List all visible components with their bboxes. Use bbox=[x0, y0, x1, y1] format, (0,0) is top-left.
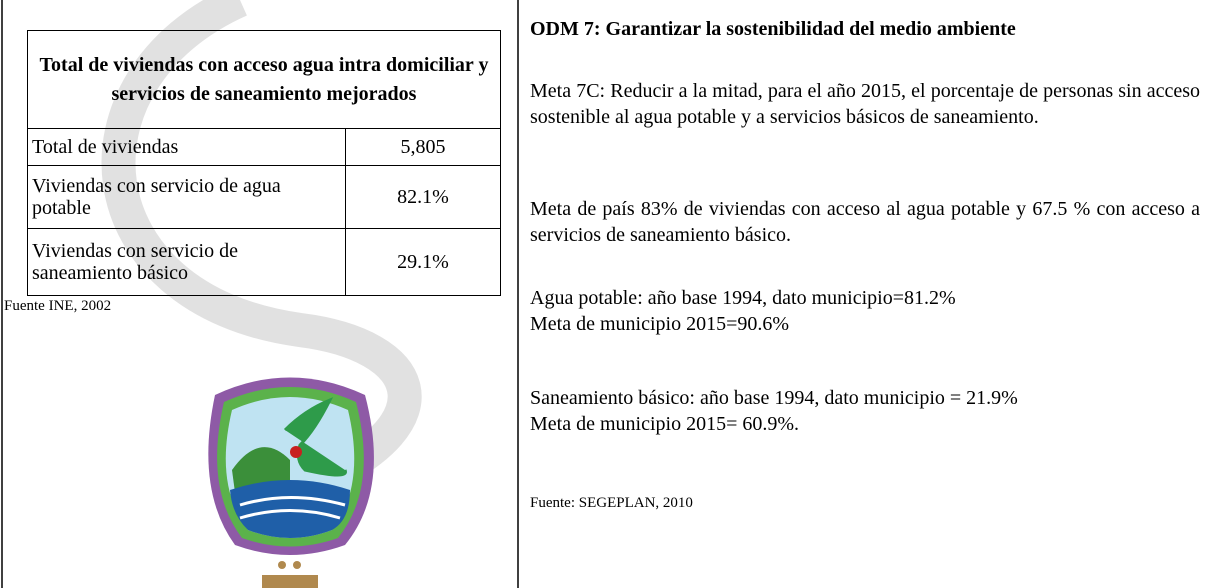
paragraph: Meta 7C: Reducir a la mitad, para el año… bbox=[530, 78, 1200, 130]
row-value: 29.1% bbox=[346, 229, 501, 296]
row-label: Viviendas con servicio de saneamiento bá… bbox=[28, 229, 346, 296]
row-value: 82.1% bbox=[346, 166, 501, 229]
logo bbox=[208, 378, 374, 588]
heading: ODM 7: Garantizar la sostenibilidad del … bbox=[530, 18, 1016, 41]
row-label: Total de viviendas bbox=[28, 129, 346, 166]
paragraph-line: Agua potable: año base 1994, dato munici… bbox=[530, 285, 956, 311]
source: Fuente: SEGEPLAN, 2010 bbox=[530, 495, 693, 512]
row-value: 5,805 bbox=[346, 129, 501, 166]
row-label: Viviendas con servicio de agua potable bbox=[28, 166, 346, 229]
paragraph-line: Saneamiento básico: año base 1994, dato … bbox=[530, 385, 1018, 411]
table-title: Total de viviendas con acceso agua intra… bbox=[28, 31, 501, 129]
page: Total de viviendas con acceso agua intra… bbox=[0, 0, 1207, 588]
paragraph: Meta de país 83% de viviendas con acceso… bbox=[530, 196, 1200, 248]
data-table: Total de viviendas con acceso agua intra… bbox=[27, 30, 501, 296]
paragraph-line: Meta de municipio 2015= 60.9%. bbox=[530, 411, 799, 437]
table-source: Fuente INE, 2002 bbox=[4, 298, 111, 315]
paragraph-line: Meta de municipio 2015=90.6% bbox=[530, 311, 789, 337]
